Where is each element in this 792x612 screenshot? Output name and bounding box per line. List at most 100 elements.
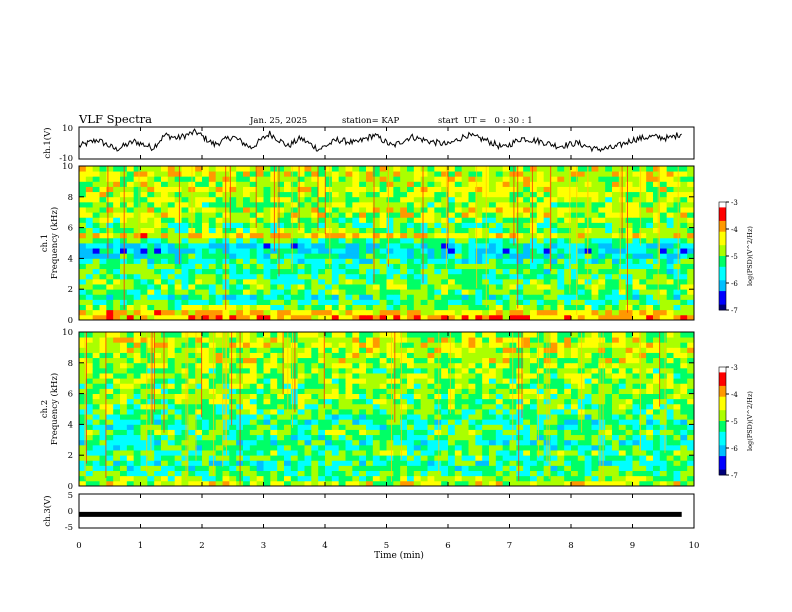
ch1-spec-cell [359,268,367,275]
ch2-spec-cell [598,439,606,446]
ch2-spec-cell [571,480,579,487]
ch1-spec-cell [475,232,483,239]
ch1-spec-cell [407,176,415,182]
ch2-spec-cell [612,367,620,374]
ch1-spec-cell [304,258,312,264]
ch1-spec-cell [509,268,517,275]
ch2-spec-cell [161,393,169,400]
ch2-spec-cell [400,475,408,482]
ch1-spec-cell [653,309,661,316]
ch1-spec-cell [167,263,176,270]
ch1-spec-cell [85,294,94,300]
ch1-spec-cell [174,243,182,249]
ch1-spec-cell [120,207,128,213]
ch1-spec-cell [366,181,374,187]
ch1-spec-cell [99,299,107,305]
ch1-spec-cell [99,212,107,218]
ch1-spec-cell [509,278,517,285]
ch1-spec-cell [113,263,121,270]
ch1-spec-cell [632,243,640,249]
ch1-spec-cell [311,258,319,264]
ch2-spec-cell [646,378,654,384]
ch1-spec-cell [543,273,551,280]
ch1-spec-cell [181,253,189,259]
ch1-spec-cell [557,268,565,275]
ch1-spec-cell [366,212,374,218]
ch2-spec-cell [188,465,196,471]
ch2-spec-cell [372,434,381,441]
ch2-spec-cell [461,439,469,446]
ch2-spec-cell [325,357,333,364]
ch1-spec-cell [461,166,469,172]
ch2-spec-cell [536,398,545,405]
ch2-spec-cell [352,460,360,466]
ch2-spec-cell [632,439,640,446]
ch1-spec-cell [639,222,647,228]
ch2-spec-cell [550,439,558,446]
ch2-spec-cell [598,444,606,451]
ch2-spec-cell [195,444,203,451]
ch1-spec-cell [161,294,169,300]
ch1-spec-cell [543,268,551,275]
ch1-spec-cell [407,212,415,218]
ch1-spec-cell [372,263,381,270]
ch1-spec-cell [154,314,162,321]
ch1-spec-cell [632,212,640,218]
ch1-spec-cell [639,176,647,182]
ch1-spec-cell [441,258,449,264]
ch2-spec-cell [564,465,572,471]
ch1-spec-cell [564,212,572,218]
ch2-spec-cell [666,383,674,389]
ch2-spec-cell [571,403,579,410]
ch2-spec-cell [393,419,401,425]
ch1-spec-cell [461,232,469,239]
ch1-spec-cell [461,212,469,218]
ch2-spec-cell [366,424,374,430]
ch1-spec-cell [612,176,620,182]
ch2-spec-cell [489,383,497,389]
ch1-spec-cell [243,273,251,280]
ch2-spec-cell [441,403,449,410]
ch1-spec-cell [140,268,148,275]
ch1-spec-cell [304,294,312,300]
ch2-spec-cell [284,460,292,466]
ch2-spec-cell [113,434,121,441]
ch2-spec-cell [106,460,114,466]
ch1-spec-cell [625,186,633,193]
ch2-spec-cell [359,398,367,405]
ch1-spec-cell [598,196,606,203]
ch1-spec-cell [516,284,524,290]
ch1-spec-cell [454,176,463,182]
ch1-spec-cell [536,237,545,244]
ch2-spec-cell [229,429,237,436]
ch1-spec-cell [236,248,244,254]
ch2-spec-cell [79,419,87,425]
ch1-spec-cell [120,227,128,234]
ch2-spec-cell [256,444,264,451]
ch1-spec-cell [407,268,415,275]
ch1-spec-cell [400,196,408,203]
ch2-spec-cell [605,439,613,446]
ch1-spec-cell [557,314,565,321]
ch2-spec-cell [311,475,319,482]
ch2-spec-cell [386,444,394,451]
ch2-spec-cell [564,393,572,400]
ch2-spec-cell [434,450,442,456]
ch2-spec-cell [85,470,94,477]
ch2-spec-cell [605,373,613,379]
ch2-spec-cell [256,424,264,430]
ch1-spec-cell [386,171,394,177]
ch1-spec-cell [92,217,100,223]
ch1-spec-cell [420,268,428,275]
ch1-spec-cell [379,278,387,285]
ch2-spec-cell [202,367,210,374]
ch1-spec-cell [290,171,299,177]
ch1-spec-cell [413,243,422,249]
ch1-spec-cell [495,191,504,198]
ch1-spec-cell [577,207,586,213]
ch2-spec-cell [304,424,312,430]
ch1-spec-cell [366,232,374,239]
ch1-spec-cell [461,289,469,295]
ch2-spec-cell [113,409,121,415]
ch2-spec-cell [577,444,586,451]
